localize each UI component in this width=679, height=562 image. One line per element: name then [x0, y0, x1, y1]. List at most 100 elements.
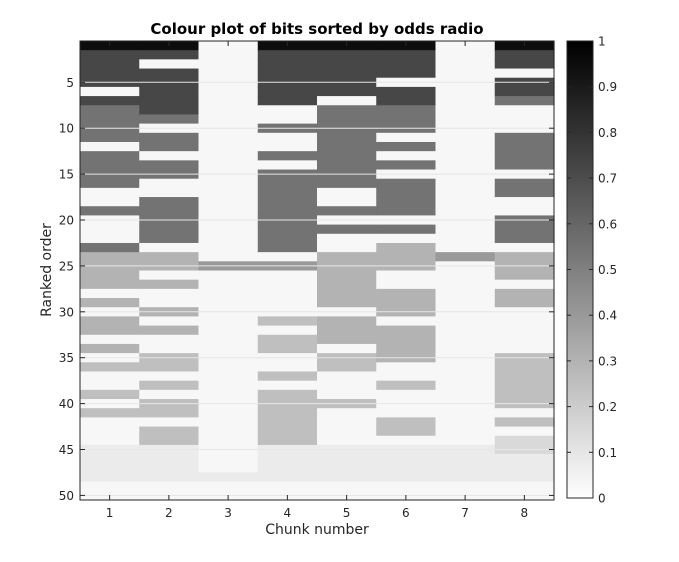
x-tick-label: 7	[461, 506, 469, 520]
heatmap-cell	[198, 435, 259, 446]
heatmap-cell	[80, 233, 140, 244]
heatmap-cell	[257, 242, 318, 253]
heatmap-cell	[317, 316, 377, 327]
y-axis: 5 10 15 20 25 30 35 40 45 50	[59, 76, 554, 503]
heatmap-cell	[80, 96, 140, 106]
heatmap-cell	[80, 206, 140, 217]
heatmap-cell	[139, 187, 200, 198]
heatmap-cell	[139, 343, 200, 354]
plot-frame	[79, 40, 555, 501]
heatmap-cell	[257, 160, 318, 171]
heatmap-cell	[376, 343, 437, 354]
heatmap-cell	[139, 59, 200, 70]
heatmap-cell	[317, 197, 377, 207]
colorbar-tick-label: 0.6	[598, 217, 617, 231]
y-tick-label: 5	[66, 76, 74, 90]
heatmap-cell	[317, 132, 377, 143]
colorbar-tick-label: 0.1	[598, 446, 617, 460]
heatmap-cell	[435, 334, 496, 345]
heatmap-cell	[257, 454, 318, 464]
heatmap-cell	[376, 426, 437, 437]
heatmap-cell	[257, 233, 318, 244]
heatmap-cell	[198, 298, 259, 308]
heatmap-cell	[80, 114, 140, 125]
heatmap-cell	[317, 454, 377, 464]
heatmap-cell	[198, 105, 259, 116]
heatmap-cell	[317, 325, 377, 336]
heatmap-cell	[198, 252, 259, 262]
heatmap-cell	[257, 481, 318, 492]
x-tick-label: 2	[165, 506, 173, 520]
heatmap-cell	[376, 68, 437, 79]
heatmap-cell	[257, 114, 318, 125]
heatmap-cell	[257, 270, 318, 281]
heatmap-cell	[80, 50, 140, 60]
heatmap-cell	[139, 178, 200, 189]
heatmap-cell	[257, 298, 318, 308]
colorbar-tick-label: 0.4	[598, 309, 617, 323]
heatmap-cell	[435, 178, 496, 189]
heatmap-cell	[376, 96, 437, 106]
heatmap-cell	[376, 178, 437, 189]
heatmap-cell	[198, 270, 259, 281]
heatmap-cell	[435, 114, 496, 125]
heatmap-cell	[257, 96, 318, 106]
heatmap-cell	[80, 178, 140, 189]
heatmap-cell	[139, 197, 200, 207]
heatmap-cell	[435, 325, 496, 336]
y-tick-label: 20	[59, 214, 74, 228]
heatmap-cell	[80, 481, 140, 492]
heatmap-cell	[198, 224, 259, 235]
heatmap-cell	[435, 371, 496, 382]
heatmap-cell	[494, 408, 555, 418]
heatmap-cell	[376, 105, 437, 116]
y-tick-label: 15	[59, 168, 74, 182]
heatmap-cell	[80, 279, 140, 290]
colorbar-tick-label: 0.7	[598, 172, 617, 186]
heatmap-cell	[494, 224, 555, 235]
heatmap-cell	[317, 59, 377, 70]
heatmap-cell	[80, 197, 140, 207]
heatmap-cell	[435, 343, 496, 354]
heatmap-cell	[139, 96, 200, 106]
heatmap-cell	[257, 279, 318, 290]
heatmap-cell	[80, 59, 140, 70]
heatmap-cell	[198, 59, 259, 70]
heatmap-cell	[317, 298, 377, 308]
heatmap-cell	[80, 270, 140, 281]
heatmap-cell	[257, 472, 318, 483]
heatmap-cell	[198, 481, 259, 492]
heatmap-cell	[376, 481, 437, 492]
colorbar-tick-label: 0.8	[598, 126, 617, 140]
heatmap-cell	[376, 362, 437, 373]
heatmap-cell	[257, 288, 318, 299]
heatmap-cell	[80, 454, 140, 464]
heatmap-cell	[198, 408, 259, 418]
y-tick-label: 25	[59, 259, 74, 273]
heatmap-cell	[139, 417, 200, 428]
heatmap-cell	[494, 288, 555, 299]
heatmap-cell	[494, 242, 555, 253]
heatmap-cell	[257, 463, 318, 474]
x-axis-label: Chunk number	[265, 522, 369, 538]
heatmap-cell	[376, 334, 437, 345]
heatmap-cell	[494, 334, 555, 345]
heatmap-cell	[494, 86, 555, 97]
heatmap-cell	[435, 151, 496, 161]
heatmap-cell	[376, 141, 437, 152]
heatmap-cell	[435, 197, 496, 207]
heatmap-cell	[494, 141, 555, 152]
heatmap-cell	[257, 224, 318, 235]
heatmap-cell	[139, 389, 200, 400]
heatmap-cell	[376, 472, 437, 483]
heatmap-cell	[317, 362, 377, 373]
heatmap-cell	[257, 417, 318, 428]
heatmap-cell	[494, 481, 555, 492]
heatmap-cell	[435, 417, 496, 428]
heatmap-cell	[317, 270, 377, 281]
colorbar-tick-label: 1	[598, 35, 606, 49]
heatmap-cell	[376, 59, 437, 70]
heatmap-cell	[376, 114, 437, 125]
heatmap-cell	[376, 454, 437, 464]
heatmap-cells	[80, 41, 555, 501]
